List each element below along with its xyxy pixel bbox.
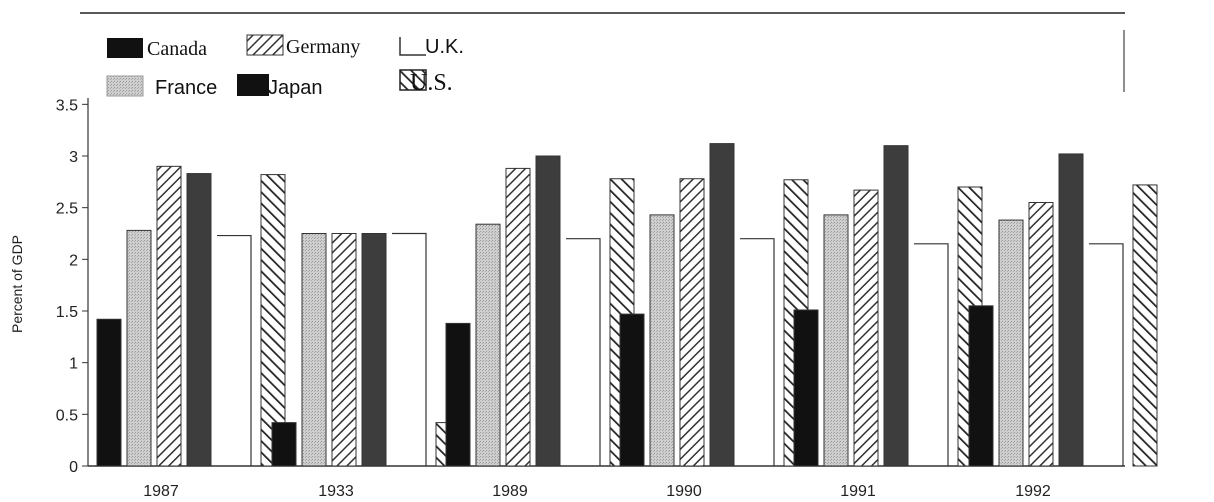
legend-label-us: U.S. — [410, 70, 453, 96]
bar-france-1933 — [301, 233, 327, 467]
legend-label-france: France — [155, 77, 217, 99]
bar-japan-1992 — [1058, 153, 1084, 467]
bar-canada-1990 — [619, 313, 645, 467]
bar-canada-1992 — [968, 305, 994, 467]
x-tick-label: 1990 — [666, 483, 702, 500]
bar-uk-1989 — [566, 238, 601, 466]
legend-swatch-uk — [399, 37, 426, 56]
y-tick-label: 1 — [69, 356, 78, 373]
legend-swatch-japan — [237, 74, 269, 96]
bar-japan-1989 — [535, 155, 561, 467]
bar-us-1987 — [260, 174, 286, 467]
bar-canada-1989 — [445, 322, 471, 467]
bar-uk-1933 — [392, 232, 427, 466]
x-tick-label: 1933 — [318, 483, 354, 500]
bar-germany-1989 — [505, 167, 531, 467]
bar-france-1989 — [475, 223, 501, 467]
bar-france-1991 — [823, 214, 849, 467]
bars — [96, 143, 1158, 467]
x-tick-label: 1987 — [143, 483, 179, 500]
y-tick-label: 3 — [69, 149, 78, 166]
y-tick-label: 3.5 — [56, 97, 78, 114]
y-tick-label: 0 — [69, 459, 78, 476]
bar-germany-1987 — [156, 165, 182, 467]
y-tick-label: 2.5 — [56, 201, 78, 218]
bar-germany-1992 — [1028, 202, 1054, 467]
y-tick-label: 0.5 — [56, 407, 78, 424]
legend-label-canada: Canada — [147, 38, 207, 60]
bar-france-1992 — [998, 219, 1024, 467]
bar-japan-1933 — [361, 233, 387, 467]
x-ticks: 1987 1933 1989 1990 1991 1992 — [143, 483, 1051, 500]
bar-germany-1933 — [331, 233, 357, 467]
y-tick-label: 1.5 — [56, 304, 78, 321]
bar-us-1992 — [1132, 184, 1158, 467]
legend-label-japan: Japan — [268, 77, 323, 99]
bar-uk-1990 — [740, 238, 775, 466]
legend-swatch-germany — [246, 34, 284, 56]
legend: Canada Germany U.K. France Japan U.S. — [106, 34, 464, 99]
bar-france-1987 — [126, 229, 152, 467]
legend-swatch-us — [399, 69, 427, 91]
legend-swatch-canada — [107, 38, 143, 58]
x-tick-label: 1992 — [1015, 483, 1051, 500]
bar-japan-1991 — [883, 145, 909, 467]
legend-label-germany: Germany — [286, 36, 360, 58]
bar-uk-1991 — [914, 243, 949, 466]
bar-germany-1991 — [853, 189, 879, 467]
bar-uk-1987 — [217, 234, 252, 466]
bar-canada-1987 — [96, 318, 122, 467]
y-axis-label: Percent of GDP — [9, 235, 25, 333]
bar-uk-1992 — [1089, 243, 1124, 466]
y-tick-label: 2 — [69, 252, 78, 269]
x-tick-label: 1991 — [840, 483, 876, 500]
y-ticks: 0 0.5 1 1.5 2 2.5 3 3.5 — [56, 97, 88, 476]
bar-japan-1990 — [709, 143, 735, 467]
bar-canada-1991 — [793, 309, 819, 467]
bar-canada-1933 — [271, 422, 297, 467]
legend-swatch-france — [106, 75, 144, 97]
bar-japan-1987 — [186, 173, 212, 467]
x-tick-label: 1989 — [492, 483, 528, 500]
bar-germany-1990 — [679, 178, 705, 467]
bar-france-1990 — [649, 214, 675, 467]
legend-label-uk: U.K. — [425, 36, 464, 58]
